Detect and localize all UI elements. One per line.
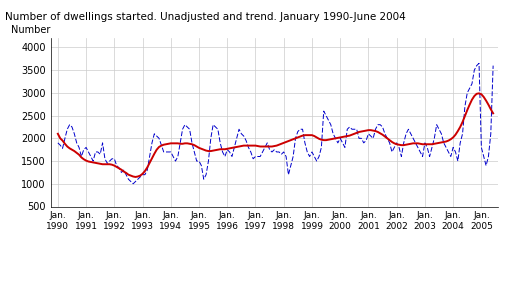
Text: Number of dwellings started. Unadjusted and trend. January 1990-June 2004: Number of dwellings started. Unadjusted … bbox=[5, 12, 406, 22]
Text: Number: Number bbox=[11, 25, 50, 35]
